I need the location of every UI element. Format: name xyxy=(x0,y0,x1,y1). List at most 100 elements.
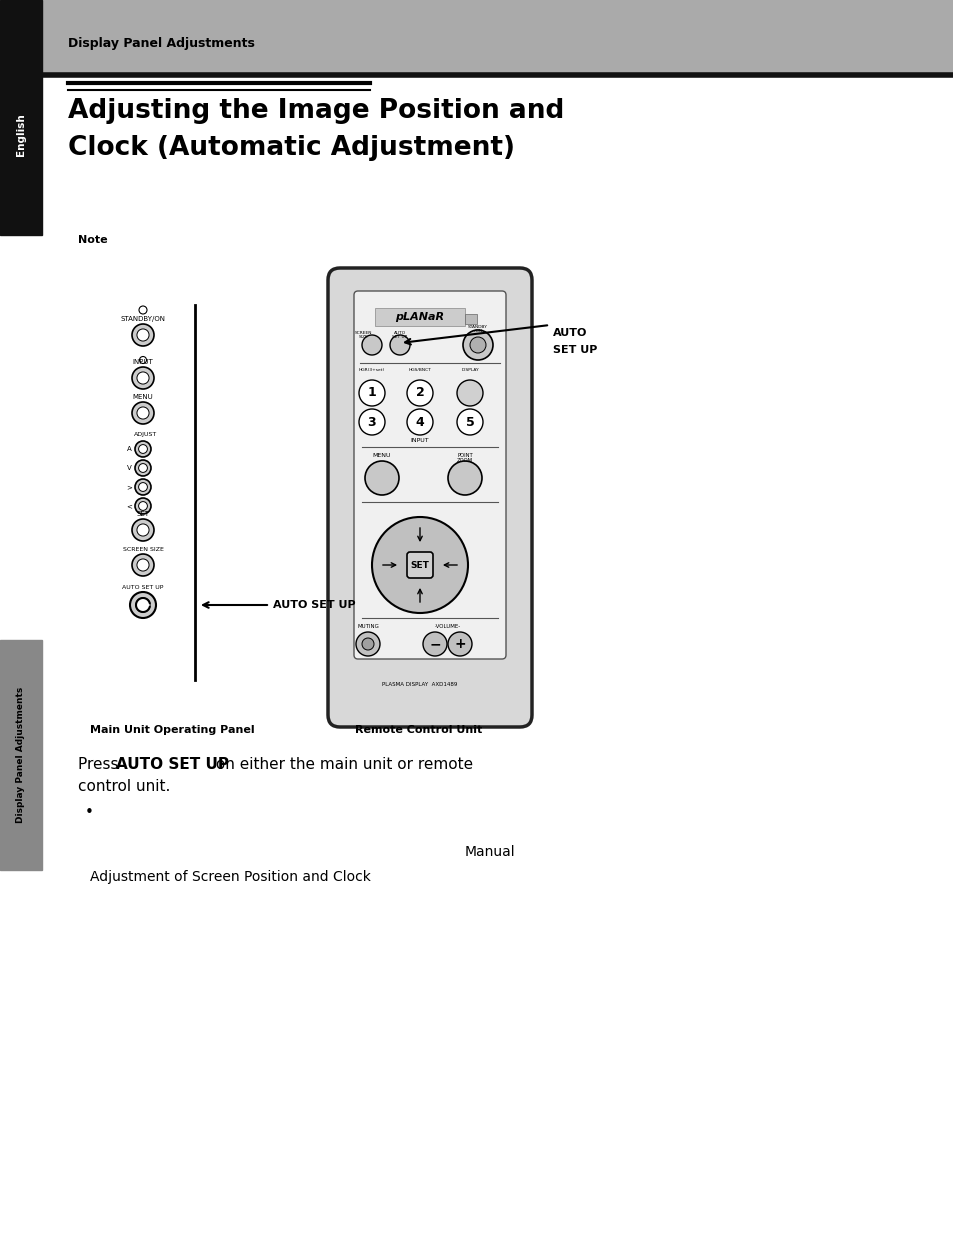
Text: 2: 2 xyxy=(416,387,424,399)
Text: Press: Press xyxy=(78,757,123,772)
Text: HGS/BNCT: HGS/BNCT xyxy=(408,368,431,372)
Text: Display Panel Adjustments: Display Panel Adjustments xyxy=(16,687,26,823)
Text: 1: 1 xyxy=(367,387,376,399)
Circle shape xyxy=(361,335,381,354)
Circle shape xyxy=(372,517,468,613)
Text: Note: Note xyxy=(78,235,108,245)
Text: HGR(3+set): HGR(3+set) xyxy=(358,368,385,372)
Text: INPUT: INPUT xyxy=(132,359,153,366)
FancyArrowPatch shape xyxy=(382,563,395,567)
Circle shape xyxy=(365,461,398,495)
Circle shape xyxy=(138,463,148,473)
Circle shape xyxy=(138,501,148,510)
Text: SCREEN
SIZE: SCREEN SIZE xyxy=(355,331,373,340)
Circle shape xyxy=(361,638,374,650)
FancyArrowPatch shape xyxy=(417,527,422,541)
Circle shape xyxy=(135,598,150,613)
Text: −: − xyxy=(429,637,440,651)
Text: 4: 4 xyxy=(416,415,424,429)
Circle shape xyxy=(130,592,156,618)
Text: PLASMA DISPLAY  AXD1489: PLASMA DISPLAY AXD1489 xyxy=(382,683,457,688)
Text: Adjusting the Image Position and: Adjusting the Image Position and xyxy=(68,98,564,124)
Text: STANDBY/ON: STANDBY/ON xyxy=(120,316,165,322)
Circle shape xyxy=(448,632,472,656)
Text: AUTO
SET UP: AUTO SET UP xyxy=(392,331,407,340)
Text: ADJUST: ADJUST xyxy=(134,432,157,437)
Text: INPUT: INPUT xyxy=(410,438,429,443)
Text: SET: SET xyxy=(136,511,150,517)
Text: English: English xyxy=(16,114,26,157)
Circle shape xyxy=(135,459,151,475)
FancyArrowPatch shape xyxy=(417,589,422,603)
Text: DISPLAY: DISPLAY xyxy=(460,368,478,372)
Circle shape xyxy=(137,408,149,419)
Circle shape xyxy=(456,380,482,406)
Text: AUTO: AUTO xyxy=(553,329,587,338)
Circle shape xyxy=(355,632,379,656)
FancyArrowPatch shape xyxy=(444,563,456,567)
Text: on either the main unit or remote: on either the main unit or remote xyxy=(211,757,473,772)
Circle shape xyxy=(138,445,148,453)
Circle shape xyxy=(135,498,151,514)
Circle shape xyxy=(137,329,149,341)
Text: Display Panel Adjustments: Display Panel Adjustments xyxy=(68,37,254,49)
Text: STANDBY
/ON: STANDBY /ON xyxy=(468,325,487,333)
Text: V: V xyxy=(127,466,132,471)
Circle shape xyxy=(462,330,493,359)
Text: AUTO SET UP: AUTO SET UP xyxy=(273,600,355,610)
Circle shape xyxy=(407,409,433,435)
Circle shape xyxy=(358,409,385,435)
Text: A: A xyxy=(127,446,132,452)
Text: Remote Control Unit: Remote Control Unit xyxy=(355,725,482,735)
Circle shape xyxy=(132,555,153,576)
Circle shape xyxy=(137,559,149,571)
Text: control unit.: control unit. xyxy=(78,779,171,794)
Circle shape xyxy=(135,479,151,495)
Bar xyxy=(42,0,953,75)
Text: AUTO SET UP: AUTO SET UP xyxy=(116,757,229,772)
Circle shape xyxy=(456,409,482,435)
Text: 3: 3 xyxy=(367,415,375,429)
FancyBboxPatch shape xyxy=(354,291,505,659)
Circle shape xyxy=(139,357,147,363)
Text: Manual: Manual xyxy=(464,845,515,860)
Text: +: + xyxy=(454,637,465,651)
Circle shape xyxy=(138,483,148,492)
Circle shape xyxy=(132,324,153,346)
Text: >: > xyxy=(126,484,132,490)
Circle shape xyxy=(132,403,153,424)
Circle shape xyxy=(358,380,385,406)
Bar xyxy=(0,0,42,235)
Circle shape xyxy=(132,519,153,541)
Circle shape xyxy=(448,461,481,495)
Text: •: • xyxy=(85,805,93,820)
Text: <: < xyxy=(126,503,132,509)
Text: POINT
ZOOM: POINT ZOOM xyxy=(456,453,473,463)
Text: 5: 5 xyxy=(465,415,474,429)
Text: -VOLUME-: -VOLUME- xyxy=(435,624,460,629)
Text: SET UP: SET UP xyxy=(553,345,597,354)
Text: MENU: MENU xyxy=(132,394,153,400)
Circle shape xyxy=(407,380,433,406)
Circle shape xyxy=(132,367,153,389)
Bar xyxy=(464,314,476,324)
Text: SCREEN SIZE: SCREEN SIZE xyxy=(122,547,163,552)
Circle shape xyxy=(135,441,151,457)
Text: Main Unit Operating Panel: Main Unit Operating Panel xyxy=(90,725,254,735)
Text: MENU: MENU xyxy=(373,453,391,458)
Circle shape xyxy=(137,372,149,384)
Text: Adjustment of Screen Position and Clock: Adjustment of Screen Position and Clock xyxy=(90,869,371,884)
FancyBboxPatch shape xyxy=(328,268,532,727)
Circle shape xyxy=(139,306,147,314)
Bar xyxy=(0,640,42,869)
FancyBboxPatch shape xyxy=(407,552,433,578)
Text: MUTING: MUTING xyxy=(356,624,378,629)
Circle shape xyxy=(137,524,149,536)
Text: Clock (Automatic Adjustment): Clock (Automatic Adjustment) xyxy=(68,135,515,161)
Text: pLANaR: pLANaR xyxy=(395,312,444,322)
Circle shape xyxy=(390,335,410,354)
Bar xyxy=(375,308,464,326)
Text: SET: SET xyxy=(410,561,429,569)
Circle shape xyxy=(470,337,485,353)
Text: AUTO SET UP: AUTO SET UP xyxy=(122,585,164,590)
